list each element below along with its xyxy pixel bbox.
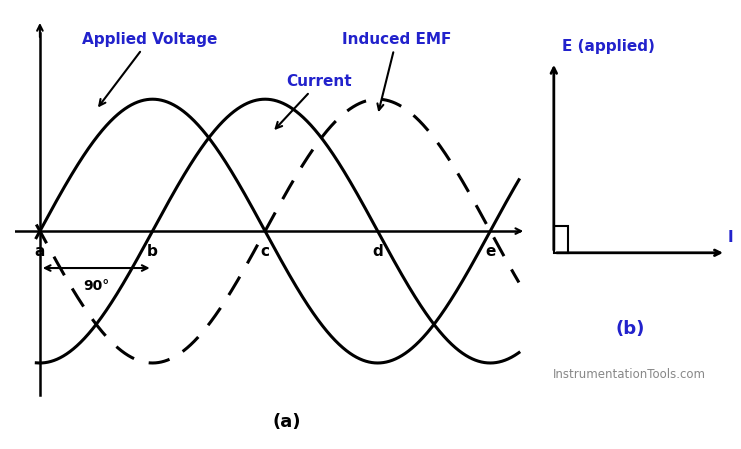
Text: Current: Current	[276, 74, 352, 128]
Text: a: a	[35, 244, 45, 259]
Text: I: I	[728, 230, 734, 245]
Text: e: e	[485, 244, 496, 259]
Text: b: b	[147, 244, 158, 259]
Text: (a): (a)	[273, 414, 301, 431]
Text: (b): (b)	[615, 320, 645, 338]
Text: InstrumentationTools.com: InstrumentationTools.com	[554, 369, 706, 381]
Text: Applied Voltage: Applied Voltage	[82, 32, 217, 106]
Text: E (applied): E (applied)	[562, 40, 655, 54]
Text: Induced EMF: Induced EMF	[342, 32, 451, 110]
Text: c: c	[261, 244, 270, 259]
Text: 90°: 90°	[83, 278, 110, 293]
Text: d: d	[372, 244, 383, 259]
